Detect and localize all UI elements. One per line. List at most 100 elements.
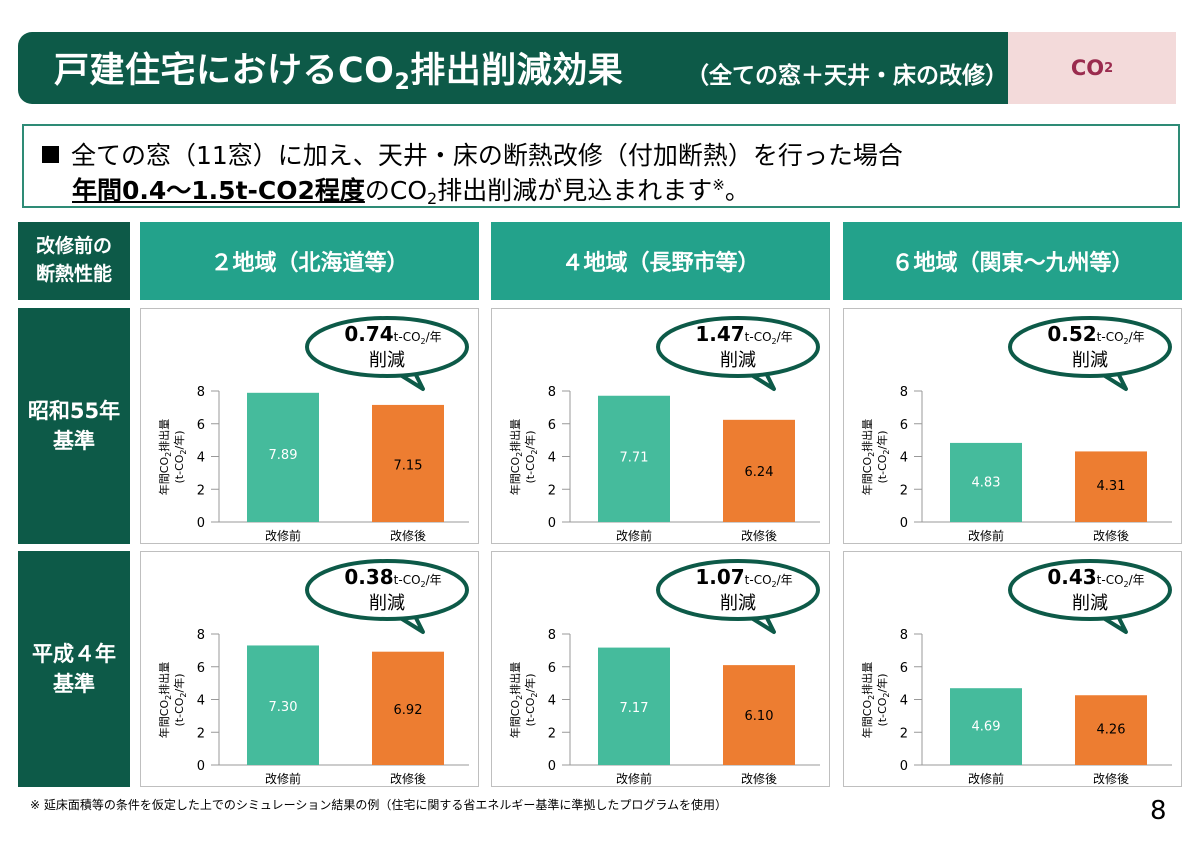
bar-value-label: 6.92 — [394, 703, 423, 718]
bubble-mask — [728, 359, 762, 371]
reduction-value: 0.74 — [344, 322, 393, 346]
y-tick-label: 6 — [197, 418, 205, 433]
summary-box: 全ての窓（11窓）に加え、天井・床の断熱改修（付加断熱）を行った場合 年間0.4… — [22, 124, 1180, 208]
y-tick-label: 2 — [548, 483, 556, 498]
bubble-mask — [1080, 359, 1114, 371]
bubble-reduction-label: 0.52t-CO2/年 — [1047, 322, 1144, 346]
row-header-h4: 平成４年 基準 — [18, 551, 130, 787]
bubble-reduction-label: 0.43t-CO2/年 — [1047, 565, 1144, 589]
y-axis-title-line1: 年間CO2排出量 — [508, 662, 524, 738]
bar-before — [247, 645, 319, 765]
y-tick-label: 6 — [197, 661, 205, 676]
chart-panel: 0.38t-CO2/年 削減 0 2 4 6 8 年間CO2排出量 (t-CO2/年) 7.30 改… — [140, 551, 479, 787]
reduction-value: 0.43 — [1047, 565, 1096, 589]
y-axis-title: 年間CO2排出量(t-CO2/年) — [157, 662, 188, 738]
y-axis-title-line1: 年間CO2排出量 — [157, 419, 173, 495]
y-tick-label: 0 — [548, 516, 556, 531]
bar-value-label: 7.17 — [620, 701, 649, 716]
bubble-mask — [1080, 602, 1114, 614]
y-tick-label: 4 — [197, 451, 205, 466]
co2-tag: CO 2 — [1008, 32, 1176, 104]
y-tick-label: 4 — [900, 451, 908, 466]
y-tick-label: 8 — [197, 628, 205, 643]
x-tick-label: 改修前 — [968, 771, 1004, 786]
y-axis-title-line2: (t-CO2/年) — [523, 430, 539, 483]
bar-chart: 0.52t-CO2/年削減 0 2 4 6 8 年間CO2排出量(t-CO2/年) 4.83 改… — [860, 316, 1172, 543]
bar-before — [950, 688, 1022, 765]
bar-value-label: 4.31 — [1097, 479, 1126, 494]
chart-panel: 1.07t-CO2/年 削減 0 2 4 6 8 年間CO2排出量 (t-CO2/年) 7.17 改… — [491, 551, 830, 787]
bubble-reduction-label: 1.07t-CO2/年 — [695, 565, 792, 589]
y-axis-title-line1: 年間CO2排出量 — [860, 419, 876, 495]
x-tick-label: 改修前 — [968, 528, 1004, 543]
chart-panel: 0.74t-CO2/年 削減 0 2 4 6 8 年間CO2排出量 (t-CO2/年) 7.89 改… — [140, 308, 479, 544]
y-tick-label: 2 — [548, 726, 556, 741]
y-axis-title-line2: (t-CO2/年) — [172, 673, 188, 726]
corner-header: 改修前の 断熱性能 — [18, 222, 130, 300]
y-tick-label: 8 — [548, 628, 556, 643]
y-tick-label: 2 — [197, 726, 205, 741]
x-tick-label: 改修後 — [741, 771, 777, 786]
row-header-s55: 昭和55年 基準 — [18, 308, 130, 544]
y-axis-title-line2: (t-CO2/年) — [875, 430, 891, 483]
y-axis-title: 年間CO2排出量(t-CO2/年) — [860, 419, 891, 495]
bar-chart: 1.47t-CO2/年削減 0 2 4 6 8 年間CO2排出量(t-CO2/年) 7.71 改… — [508, 316, 820, 543]
y-axis-title-line1: 年間CO2排出量 — [157, 662, 173, 738]
y-tick-label: 2 — [900, 483, 908, 498]
bubble-word: 削減 — [369, 350, 405, 371]
bubble-word: 削減 — [720, 593, 756, 614]
bubble-word: 削減 — [369, 593, 405, 614]
chart-panel: 1.47t-CO2/年 削減 0 2 4 6 8 年間CO2排出量 (t-CO2/年) 7.71 改… — [491, 308, 830, 544]
y-axis-title: 年間CO2排出量(t-CO2/年) — [860, 662, 891, 738]
reduction-bubble — [656, 316, 820, 378]
x-tick-label: 改修後 — [1093, 528, 1129, 543]
footnote: ※ 延床面積等の条件を仮定した上でのシミュレーション結果の例（住宅に関する省エネ… — [30, 798, 728, 812]
bar-chart: 0.74t-CO2/年削減 0 2 4 6 8 年間CO2排出量(t-CO2/年) 7.89 改… — [157, 316, 469, 543]
column-header-region-2: ２地域（北海道等） — [140, 222, 479, 300]
bar-after — [372, 404, 444, 522]
x-tick-label: 改修後 — [390, 771, 426, 786]
x-tick-label: 改修前 — [616, 771, 652, 786]
y-axis-title-line2: (t-CO2/年) — [875, 673, 891, 726]
column-header-region-4: ４地域（長野市等） — [491, 222, 830, 300]
y-tick-label: 0 — [548, 759, 556, 774]
reduction-bubble — [1008, 316, 1172, 378]
chart-panel: 0.52t-CO2/年 削減 0 2 4 6 8 年間CO2排出量 (t-CO2/年) 4.83 改… — [843, 308, 1182, 544]
y-axis-title-line2: (t-CO2/年) — [172, 430, 188, 483]
bar-before — [598, 647, 670, 765]
reduction-value: 1.47 — [695, 322, 744, 346]
page-number: 8 — [1150, 796, 1167, 826]
bar-value-label: 4.83 — [972, 475, 1001, 490]
y-tick-label: 6 — [548, 418, 556, 433]
page-title: 戸建住宅におけるCO2排出削減効果 — [54, 51, 624, 95]
y-tick-label: 8 — [197, 385, 205, 400]
reduction-value: 0.52 — [1047, 322, 1096, 346]
bubble-word: 削減 — [1072, 350, 1108, 371]
title-bar: 戸建住宅におけるCO2排出削減効果 （全ての窓＋天井・床の改修） — [18, 32, 1008, 104]
y-tick-label: 0 — [197, 516, 205, 531]
y-tick-label: 4 — [900, 694, 908, 709]
bubble-mask — [377, 602, 411, 614]
summary-line-2: 年間0.4～1.5t-CO2程度のCO2排出削減が見込まれます※。 — [72, 176, 750, 208]
x-tick-label: 改修後 — [741, 528, 777, 543]
bar-before — [247, 392, 319, 522]
bar-before — [950, 442, 1022, 522]
bubble-reduction-label: 1.47t-CO2/年 — [695, 322, 792, 346]
bar-after — [372, 651, 444, 765]
x-tick-label: 改修後 — [1093, 771, 1129, 786]
y-tick-label: 8 — [548, 385, 556, 400]
y-tick-label: 8 — [900, 385, 908, 400]
bar-value-label: 7.30 — [269, 700, 298, 715]
y-tick-label: 4 — [548, 694, 556, 709]
bar-chart: 1.07t-CO2/年削減 0 2 4 6 8 年間CO2排出量(t-CO2/年) 7.17 改… — [508, 559, 820, 786]
chart-panel: 0.43t-CO2/年 削減 0 2 4 6 8 年間CO2排出量 (t-CO2/年) 4.69 改… — [843, 551, 1182, 787]
reduction-bubble — [1008, 559, 1172, 621]
y-tick-label: 0 — [900, 516, 908, 531]
summary-line-1: 全ての窓（11窓）に加え、天井・床の断熱改修（付加断熱）を行った場合 — [42, 136, 903, 172]
y-tick-label: 2 — [900, 726, 908, 741]
bubble-word: 削減 — [1072, 593, 1108, 614]
y-axis-title: 年間CO2排出量(t-CO2/年) — [157, 419, 188, 495]
bar-after — [723, 419, 795, 522]
bubble-word: 削減 — [720, 350, 756, 371]
bar-before — [598, 395, 670, 522]
